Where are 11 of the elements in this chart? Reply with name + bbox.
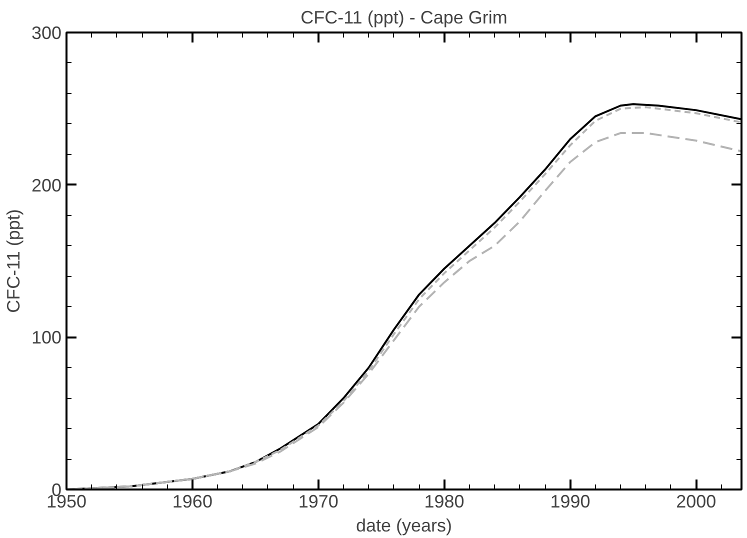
- y-tick-label: 200: [31, 175, 62, 196]
- x-tick-label: 2000: [676, 492, 716, 512]
- y-tick-label: 100: [31, 328, 62, 348]
- x-axis-title: date (years): [356, 516, 452, 536]
- chart-title: CFC-11 (ppt) - Cape Grim: [300, 8, 508, 28]
- y-tick-label: 300: [31, 23, 62, 43]
- y-axis-title: CFC-11 (ppt): [3, 209, 24, 313]
- x-tick-label: 1970: [298, 492, 338, 512]
- x-tick-label: 1980: [424, 492, 464, 512]
- x-tick-label: 1960: [172, 492, 212, 512]
- x-tick-label: 1990: [550, 492, 590, 512]
